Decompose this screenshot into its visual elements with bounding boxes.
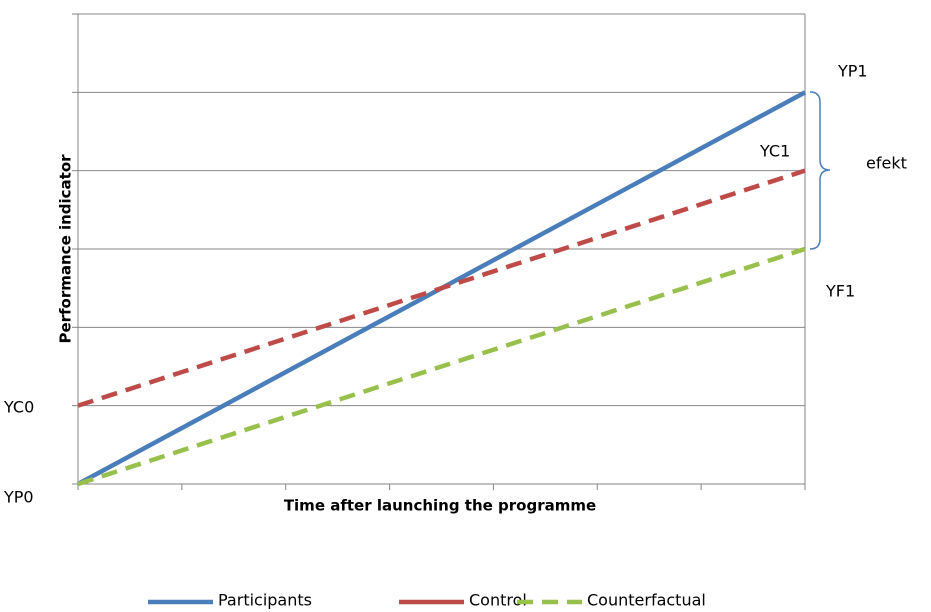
series-line: [77, 168, 806, 408]
annotation: efekt: [866, 154, 907, 173]
annotation: YP1: [837, 62, 868, 81]
legend-label: Participants: [218, 591, 312, 610]
y-axis-label: Performance indicator: [57, 154, 75, 344]
annotation: YP0: [3, 488, 34, 507]
brace: [809, 91, 831, 250]
annotation: YC1: [759, 142, 790, 161]
legend-label: Counterfactual: [587, 591, 706, 610]
series-line: [77, 246, 806, 487]
legend-label: Control: [469, 591, 527, 610]
annotation: YC0: [3, 398, 34, 417]
annotation: YF1: [825, 282, 855, 301]
x-axis-label: Time after launching the programme: [284, 497, 596, 515]
